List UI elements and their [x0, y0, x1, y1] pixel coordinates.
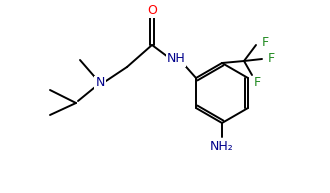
Text: F: F	[253, 76, 261, 90]
Text: NH: NH	[167, 52, 185, 65]
Text: NH₂: NH₂	[210, 140, 234, 152]
Text: O: O	[147, 3, 157, 16]
Text: F: F	[267, 52, 275, 65]
Text: N: N	[95, 76, 105, 90]
Text: F: F	[261, 36, 269, 48]
